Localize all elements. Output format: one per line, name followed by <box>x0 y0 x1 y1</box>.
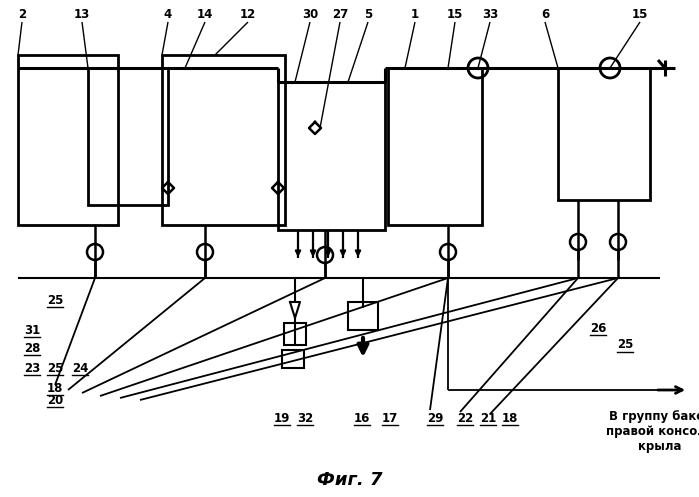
Text: 15: 15 <box>632 7 648 20</box>
Bar <box>88 68 168 205</box>
Text: 25: 25 <box>47 361 63 375</box>
Text: 18: 18 <box>47 382 63 395</box>
Text: 25: 25 <box>617 338 633 351</box>
Text: 6: 6 <box>541 7 549 20</box>
Text: 27: 27 <box>332 7 348 20</box>
Text: 15: 15 <box>447 7 463 20</box>
Text: 18: 18 <box>502 412 518 424</box>
Text: 2: 2 <box>18 7 26 20</box>
Text: 21: 21 <box>480 412 496 424</box>
Text: 25: 25 <box>47 294 63 307</box>
Text: 17: 17 <box>382 412 398 424</box>
Text: 14: 14 <box>197 7 213 20</box>
Text: 33: 33 <box>482 7 498 20</box>
Bar <box>278 82 385 230</box>
Text: В группу баков
правой консоли
крыла: В группу баков правой консоли крыла <box>606 410 699 453</box>
Text: 4: 4 <box>164 7 172 20</box>
Bar <box>284 323 306 345</box>
Bar <box>282 350 304 368</box>
Text: 22: 22 <box>457 412 473 424</box>
Bar <box>348 302 378 330</box>
Text: 20: 20 <box>47 394 63 407</box>
Text: 28: 28 <box>24 341 40 354</box>
Text: 31: 31 <box>24 324 40 336</box>
Bar <box>18 55 118 225</box>
Text: 29: 29 <box>427 412 443 424</box>
Text: 13: 13 <box>74 7 90 20</box>
Bar <box>162 55 285 225</box>
Text: 32: 32 <box>297 412 313 424</box>
Text: Фиг. 7: Фиг. 7 <box>317 471 383 489</box>
Text: 24: 24 <box>72 361 88 375</box>
Text: 16: 16 <box>354 412 370 424</box>
Text: 19: 19 <box>274 412 290 424</box>
Text: 12: 12 <box>240 7 256 20</box>
Bar <box>558 68 650 200</box>
Text: 1: 1 <box>411 7 419 20</box>
Bar <box>388 68 482 225</box>
Text: 26: 26 <box>590 322 606 334</box>
Text: 23: 23 <box>24 361 40 375</box>
Text: 30: 30 <box>302 7 318 20</box>
Text: 5: 5 <box>364 7 372 20</box>
